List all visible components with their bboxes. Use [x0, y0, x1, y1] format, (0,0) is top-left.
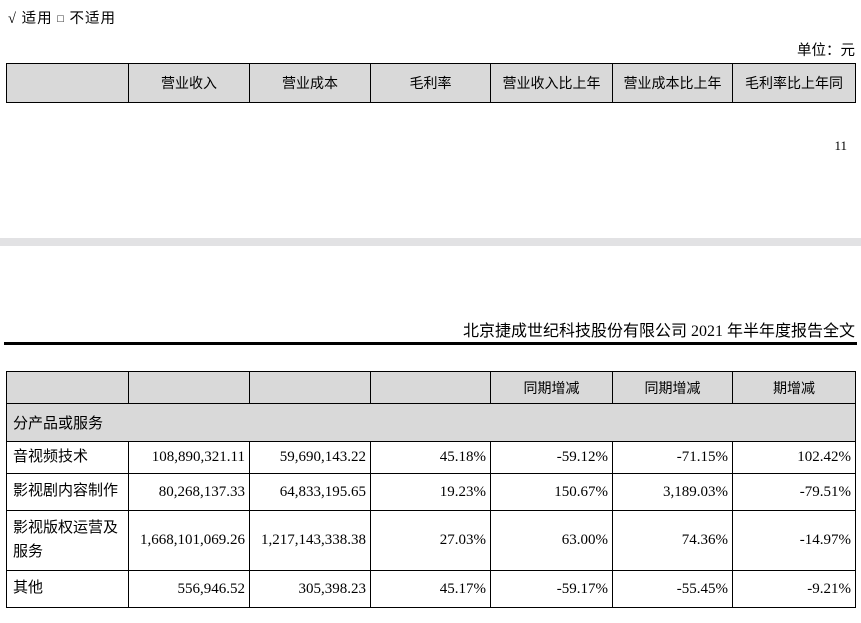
header-cell-revenue: 营业收入 [128, 63, 250, 103]
gross-margin-cell: 45.18% [370, 441, 491, 474]
revenue-yoy-cell: 150.67% [490, 473, 613, 511]
page-gap-divider [0, 238, 861, 246]
cost-cell: 59,690,143.22 [249, 441, 371, 474]
table-header-row: 同期增减 同期增减 期增减 [6, 371, 856, 404]
unchecked-box-icon: □ [57, 13, 65, 25]
unit-label: 单位：元 [797, 43, 855, 59]
section-label: 分产品或服务 [6, 403, 856, 442]
revenue-cost-table-header: 营业收入 营业成本 毛利率 营业收入比上年 营业成本比上年 毛利率比上年同 [6, 63, 856, 103]
header-cell-cost-yoy: 营业成本比上年 [612, 63, 733, 103]
revenue-cell: 108,890,321.11 [128, 441, 250, 474]
product-name-cell: 影视剧内容制作 [6, 473, 129, 511]
applicable-label: 适用 [21, 11, 53, 27]
product-name-cell: 音视频技术 [6, 441, 129, 474]
check-icon: √ [8, 11, 17, 27]
revenue-yoy-cell: 63.00% [490, 510, 613, 571]
header-cell-blank [6, 371, 129, 404]
cost-yoy-cell: -55.45% [612, 570, 733, 608]
header-cell-yoy-change: 同期增减 [612, 371, 733, 404]
header-cell-blank [370, 371, 491, 404]
applicability-statement: √ 适用 □ 不适用 [8, 7, 116, 28]
header-cell-period-change: 期增减 [732, 371, 856, 404]
revenue-cell: 80,268,137.33 [128, 473, 250, 511]
section-row: 分产品或服务 [6, 403, 856, 442]
product-name-cell: 影视版权运营及服务 [6, 510, 129, 571]
gross-margin-cell: 45.17% [370, 570, 491, 608]
table-row: 音视频技术 108,890,321.11 59,690,143.22 45.18… [6, 441, 856, 474]
header-cell-gross-margin: 毛利率 [370, 63, 491, 103]
margin-yoy-cell: -79.51% [732, 473, 856, 511]
header-cell-blank [6, 63, 129, 103]
revenue-yoy-cell: -59.12% [490, 441, 613, 474]
margin-yoy-cell: -9.21% [732, 570, 856, 608]
header-cell-margin-yoy: 毛利率比上年同 [732, 63, 856, 103]
cost-yoy-cell: -71.15% [612, 441, 733, 474]
product-name-cell: 其他 [6, 570, 129, 608]
table-row: 其他 556,946.52 305,398.23 45.17% -59.17% … [6, 570, 856, 608]
revenue-cell: 556,946.52 [128, 570, 250, 608]
header-cell-blank [128, 371, 250, 404]
cost-yoy-cell: 74.36% [612, 510, 733, 571]
header-cell-revenue-yoy: 营业收入比上年 [490, 63, 613, 103]
product-breakdown-table: 同期增减 同期增减 期增减 分产品或服务 音视频技术 108,890,321.1… [6, 371, 856, 608]
page-number: 11 [834, 138, 847, 153]
margin-yoy-cell: -14.97% [732, 510, 856, 571]
table-row: 影视版权运营及服务 1,668,101,069.26 1,217,143,338… [6, 510, 856, 571]
table-header-row: 营业收入 营业成本 毛利率 营业收入比上年 营业成本比上年 毛利率比上年同 [6, 63, 856, 103]
header-rule-divider [4, 342, 857, 345]
revenue-cell: 1,668,101,069.26 [128, 510, 250, 571]
table-row: 影视剧内容制作 80,268,137.33 64,833,195.65 19.2… [6, 473, 856, 511]
revenue-yoy-cell: -59.17% [490, 570, 613, 608]
gross-margin-cell: 19.23% [370, 473, 491, 511]
cost-cell: 1,217,143,338.38 [249, 510, 371, 571]
not-applicable-label: 不适用 [69, 11, 116, 27]
gross-margin-cell: 27.03% [370, 510, 491, 571]
cost-yoy-cell: 3,189.03% [612, 473, 733, 511]
margin-yoy-cell: 102.42% [732, 441, 856, 474]
header-cell-cost: 营业成本 [249, 63, 371, 103]
cost-cell: 64,833,195.65 [249, 473, 371, 511]
cost-cell: 305,398.23 [249, 570, 371, 608]
header-cell-blank [249, 371, 371, 404]
header-cell-yoy-change: 同期增减 [490, 371, 613, 404]
report-title-header: 北京捷成世纪科技股份有限公司 2021 年半年度报告全文 [462, 323, 855, 340]
